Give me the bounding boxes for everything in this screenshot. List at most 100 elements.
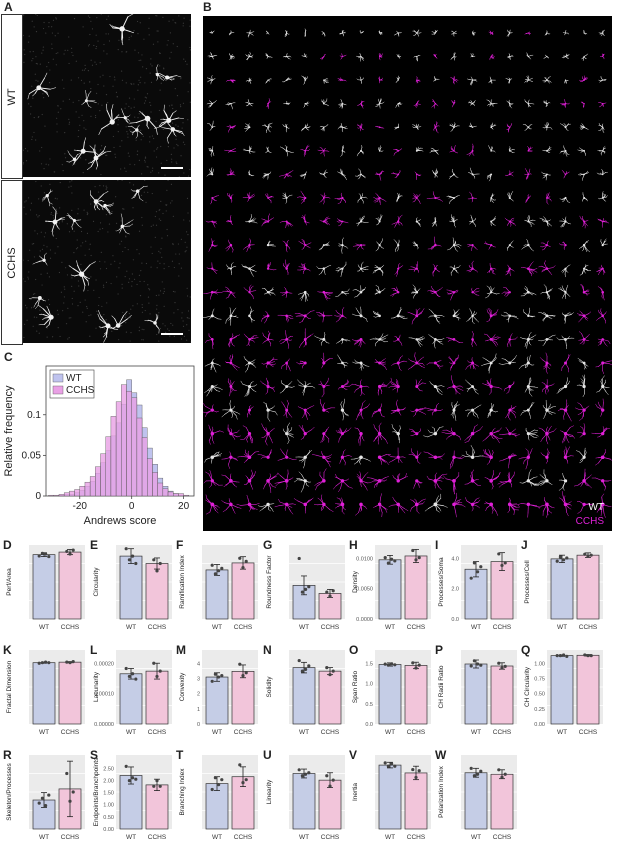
data-point: [155, 779, 159, 783]
microglia-cell: [443, 472, 460, 495]
microglia-cell: [103, 202, 115, 215]
data-point: [469, 766, 473, 770]
microglia-cell: [265, 30, 270, 35]
data-point: [417, 556, 421, 560]
microglia-cell: [317, 146, 330, 157]
panel-label: N: [263, 643, 272, 657]
group-label: CCHS: [579, 729, 598, 736]
microglia-cell: [210, 195, 220, 205]
microglia-cell: [465, 497, 481, 512]
histogram-bar: [105, 436, 112, 497]
panel-label: O: [349, 643, 358, 657]
microglia-cell: [283, 100, 291, 105]
data-point: [307, 585, 311, 589]
microglia-cell: [354, 168, 366, 180]
y-axis-label: Fractal Dimension: [6, 660, 13, 713]
data-point: [414, 775, 418, 780]
microglia-cell: [204, 451, 223, 464]
microglia-cell: [293, 497, 314, 514]
y-tick-label: 0.00010: [94, 692, 114, 698]
microglia-cell: [378, 76, 383, 84]
microglia-cell: [282, 123, 290, 133]
data-point: [331, 669, 335, 673]
bar: [490, 773, 514, 830]
microglia-cell: [563, 446, 574, 464]
microglia-cell: [227, 192, 234, 203]
microglia-cell: [538, 312, 556, 322]
bar: [576, 654, 600, 725]
microglia-cell: [391, 169, 401, 178]
microglia-cell: [155, 64, 166, 81]
microglia-cell: [321, 31, 326, 37]
microglia-cell: [598, 75, 607, 83]
data-point: [213, 776, 217, 780]
data-point: [217, 783, 221, 787]
histogram-bar: [157, 482, 164, 497]
bar-chart-j: J WT CCHS Processes/Cell: [521, 538, 603, 631]
histogram-bar: [178, 493, 184, 497]
microglia-cell: [415, 378, 427, 392]
microglia-cell: [599, 53, 605, 60]
group-label: WT: [126, 624, 136, 631]
group-label: WT: [39, 834, 49, 841]
microglia-cell: [243, 469, 256, 490]
data-point: [37, 661, 41, 665]
microglia-cell: [378, 30, 383, 36]
microglia-cell: [396, 54, 402, 59]
microglia-cell: [301, 75, 308, 85]
data-point: [414, 666, 418, 670]
group-label: WT: [299, 834, 309, 841]
data-point: [131, 776, 135, 780]
data-point: [220, 674, 224, 678]
microglia-cell: [227, 424, 241, 440]
microglia-cell: [304, 28, 307, 37]
microglia-cell: [598, 102, 607, 108]
microglia-cell: [450, 75, 459, 85]
y-tick-label: 0.00020: [94, 661, 114, 667]
microglia-cell: [560, 425, 575, 444]
microglia-cell: [506, 99, 514, 109]
microglia-cell: [490, 193, 497, 203]
group-label: WT: [557, 729, 567, 736]
data-point: [40, 661, 45, 665]
microglia-cell: [323, 78, 329, 84]
microglia-cell: [538, 425, 557, 445]
microglia-cell: [337, 168, 347, 181]
y-axis-label: Processes/Cell: [524, 560, 531, 604]
group-label: WT: [471, 834, 481, 841]
data-point: [417, 769, 421, 773]
data-point: [583, 653, 587, 657]
group-label: WT: [385, 729, 395, 736]
microglia-cell: [595, 360, 614, 375]
microglia-cell: [242, 238, 255, 252]
bar: [550, 655, 574, 725]
group-label: CCHS: [234, 624, 253, 631]
microglia-cell: [262, 330, 274, 347]
microglia-cell: [465, 379, 479, 395]
microglia-cell: [499, 452, 517, 469]
data-point: [555, 654, 559, 658]
microglia-cell: [582, 192, 588, 202]
microglia-cell: [202, 402, 219, 417]
microglia-cell: [242, 145, 256, 155]
microglia-cell: [357, 123, 364, 132]
microglia-cell: [245, 214, 258, 224]
bar: [576, 554, 600, 620]
microglia-cell: [300, 144, 310, 157]
microglia-cell: [520, 285, 537, 297]
microglia-cell: [579, 240, 591, 253]
wt-row-label: WT: [1, 14, 23, 179]
microglia-cell: [319, 192, 331, 205]
microglia-cell: [505, 405, 517, 421]
microglia-cell: [205, 220, 218, 228]
data-point: [325, 774, 329, 778]
microglia-cell: [505, 77, 513, 84]
microglia-cell: [207, 52, 218, 60]
data-point: [565, 556, 569, 560]
microglia-cell: [318, 241, 330, 251]
panel-label: D: [3, 538, 12, 552]
microglia-cell: [469, 214, 476, 227]
microglia-cell: [597, 286, 605, 301]
microglia-cell: [538, 260, 556, 276]
